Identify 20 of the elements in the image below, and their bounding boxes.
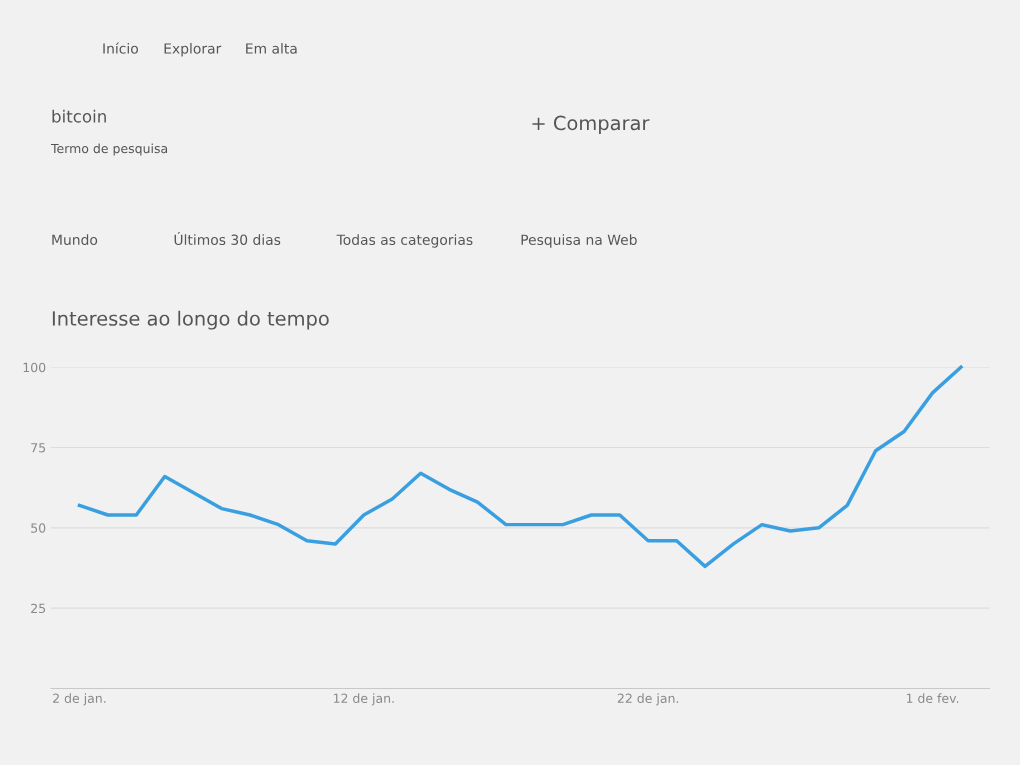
x-tick-label: 12 de jan. bbox=[333, 693, 394, 706]
x-tick-label: 2 de jan. bbox=[53, 693, 106, 706]
x-tick-label: 22 de jan. bbox=[617, 693, 679, 706]
text: Todas as categorias bbox=[336, 234, 473, 248]
x-tick-label: 1 de fev. bbox=[906, 693, 959, 704]
text: Pesquisa na Web bbox=[521, 234, 637, 248]
text: Explorar bbox=[164, 43, 222, 57]
text: Últimos 30 dias bbox=[174, 231, 281, 245]
y-tick-label: 50 bbox=[31, 523, 46, 533]
text: Mundo bbox=[52, 234, 98, 245]
text: + Comparar bbox=[532, 115, 650, 135]
y-tick-label: 75 bbox=[31, 443, 46, 453]
text: Em alta bbox=[246, 43, 297, 54]
chart-title: Interesse ao longo do tempo bbox=[52, 310, 329, 330]
text: Início bbox=[103, 42, 138, 54]
text: bitcoin bbox=[52, 109, 106, 123]
y-tick-label: 100 bbox=[23, 362, 46, 373]
text: Termo de pesquisa bbox=[50, 143, 168, 156]
y-tick-label: 25 bbox=[31, 603, 46, 614]
line-series bbox=[77, 365, 963, 569]
